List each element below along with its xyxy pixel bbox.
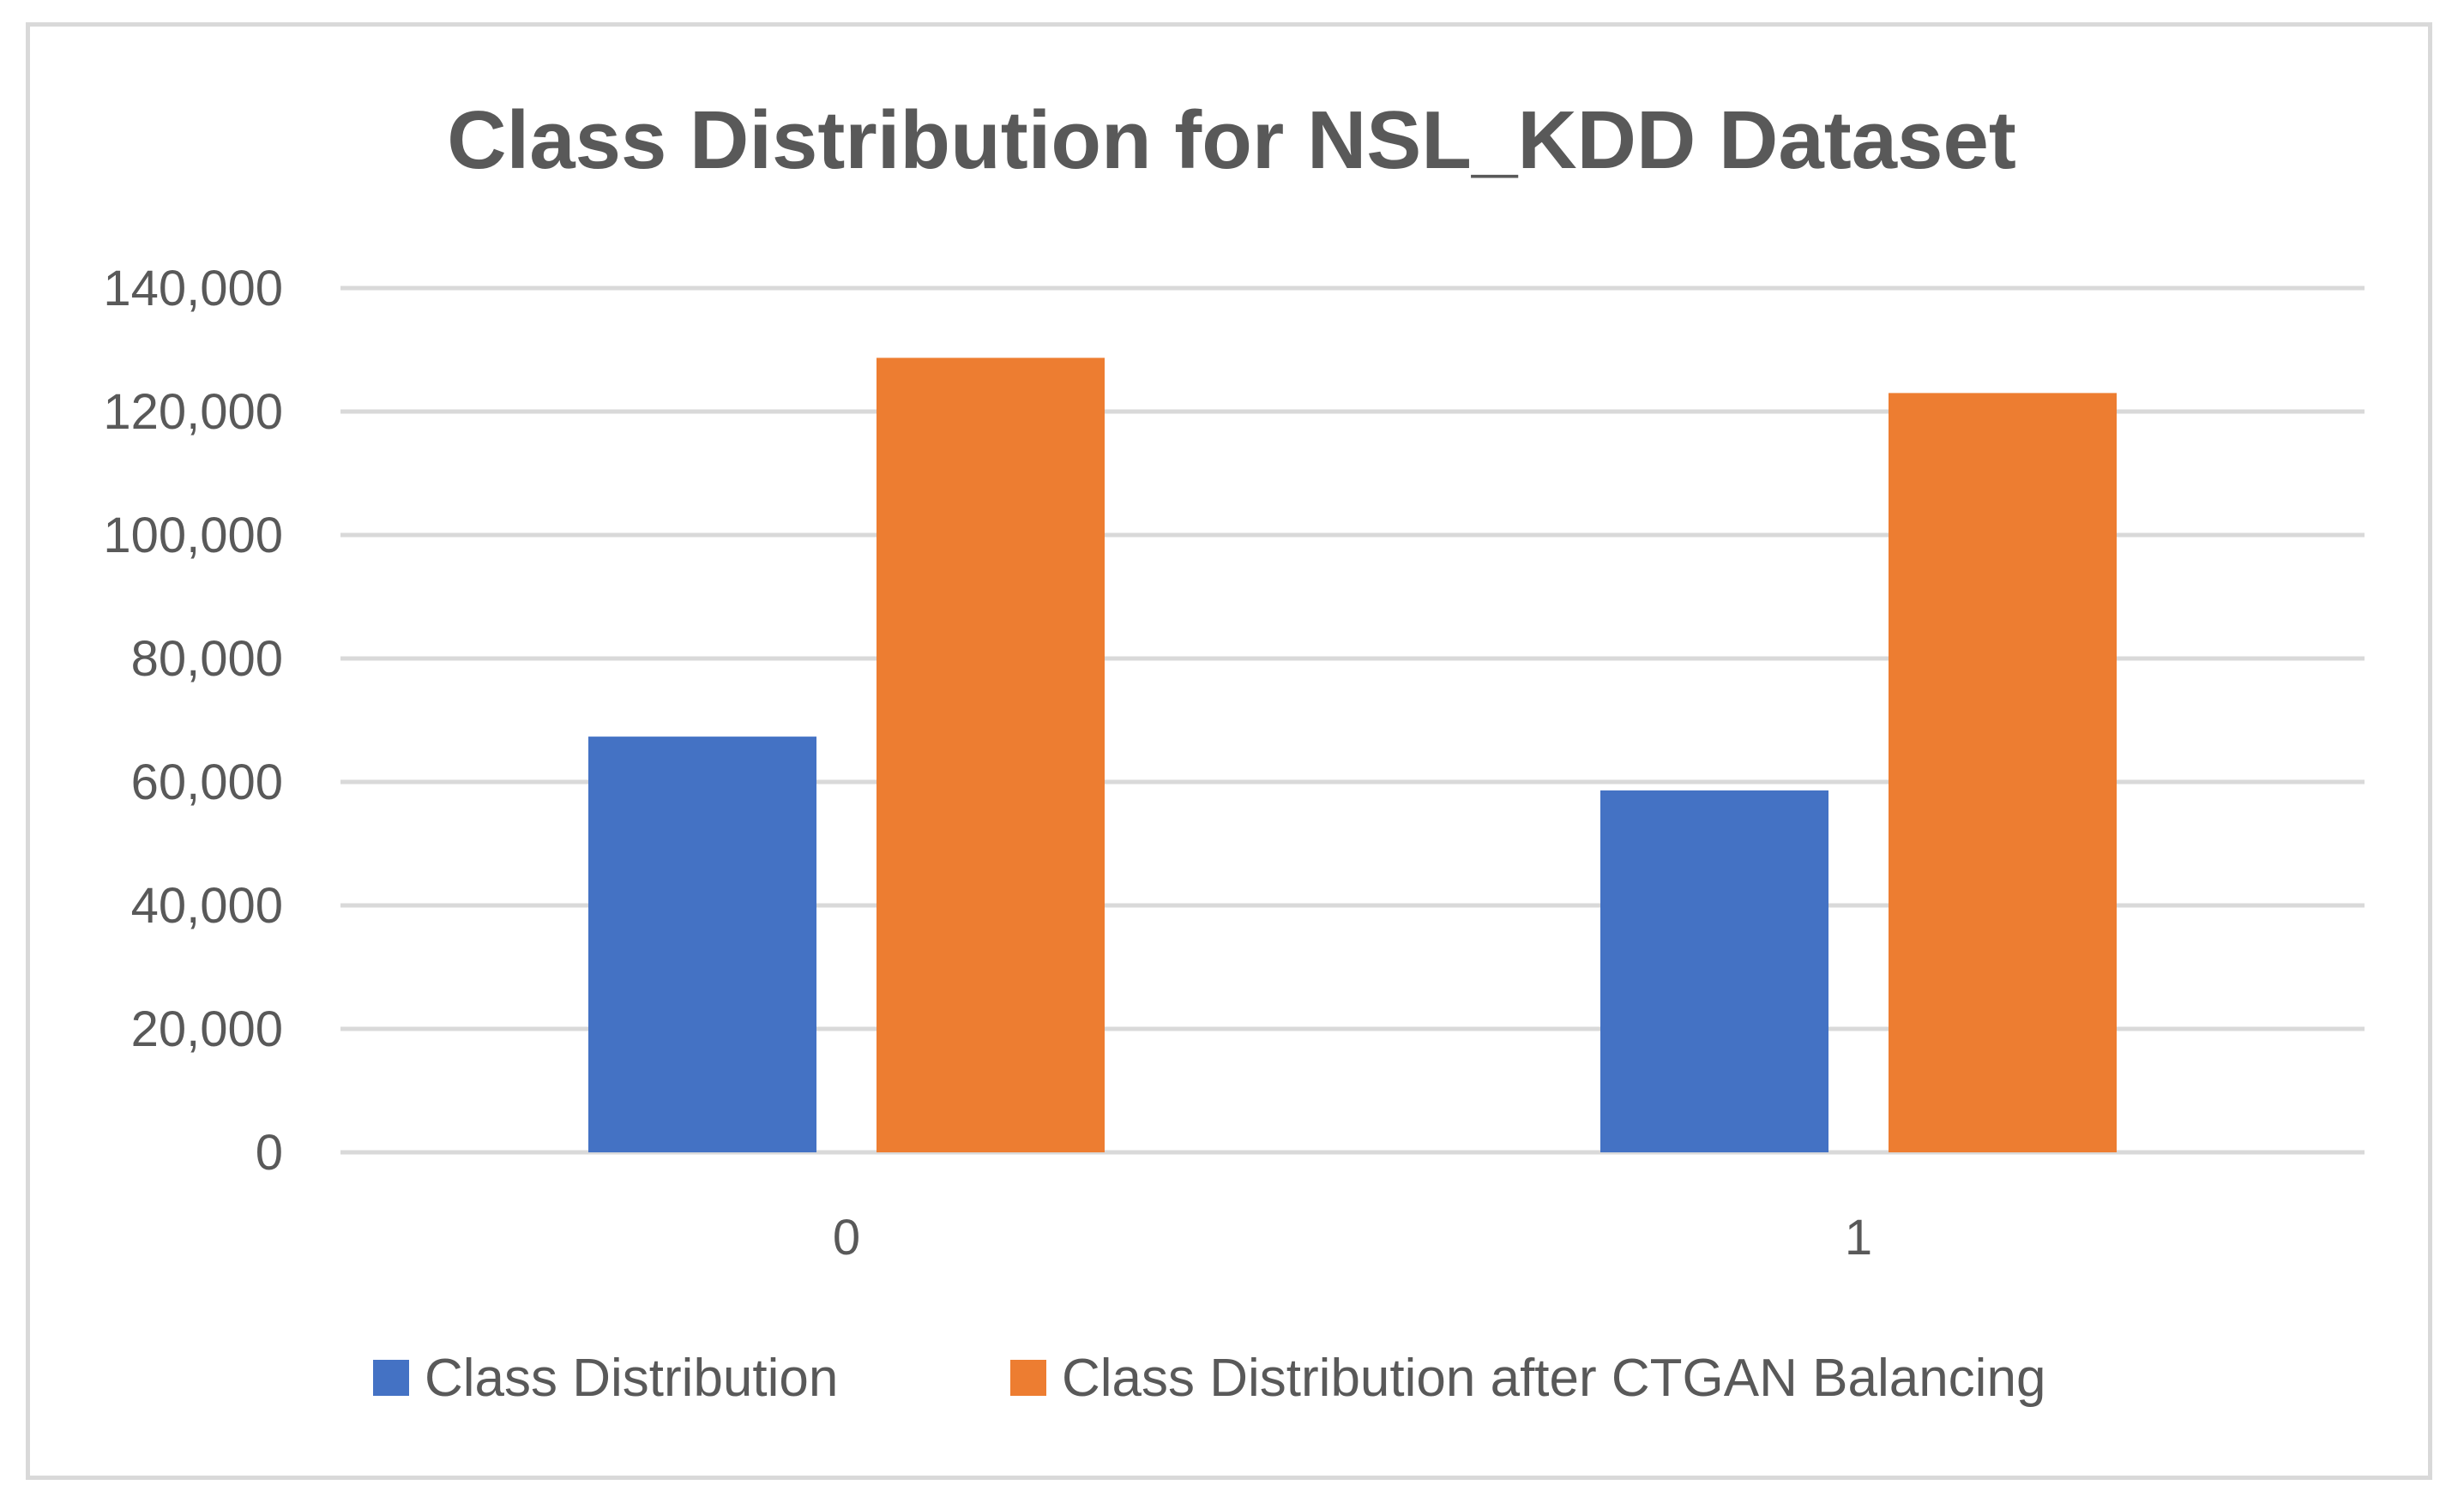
y-tick-label: 80,000 [131,631,283,687]
bar-series-0-category-1 [1600,790,1828,1152]
legend-label: Class Distribution [425,1349,838,1408]
legend-swatch [1010,1360,1046,1396]
y-tick-label: 120,000 [103,384,283,440]
x-tick-label: 0 [833,1210,860,1266]
bar-series-1-category-0 [877,358,1105,1152]
y-axis-ticks: 0 20,000 40,000 60,000 80,000 100,000 120,000 1… [103,261,283,1181]
legend: Class Distribution Class Distribution aft… [373,1349,2045,1408]
bars [588,358,2117,1152]
y-tick-label: 140,000 [103,261,283,316]
y-tick-label: 0 [256,1125,283,1181]
y-tick-label: 40,000 [131,878,283,934]
y-tick-label: 20,000 [131,1001,283,1057]
y-tick-label: 60,000 [131,754,283,810]
y-tick-label: 100,000 [103,508,283,563]
x-tick-label: 1 [1845,1210,1872,1266]
legend-swatch [373,1360,409,1396]
bar-series-1-category-1 [1889,393,2117,1152]
bar-series-0-category-0 [588,736,816,1152]
chart-title: Class Distribution for NSL_KDD Dataset [447,94,2016,186]
legend-label: Class Distribution after CTGAN Balancing [1062,1349,2045,1408]
